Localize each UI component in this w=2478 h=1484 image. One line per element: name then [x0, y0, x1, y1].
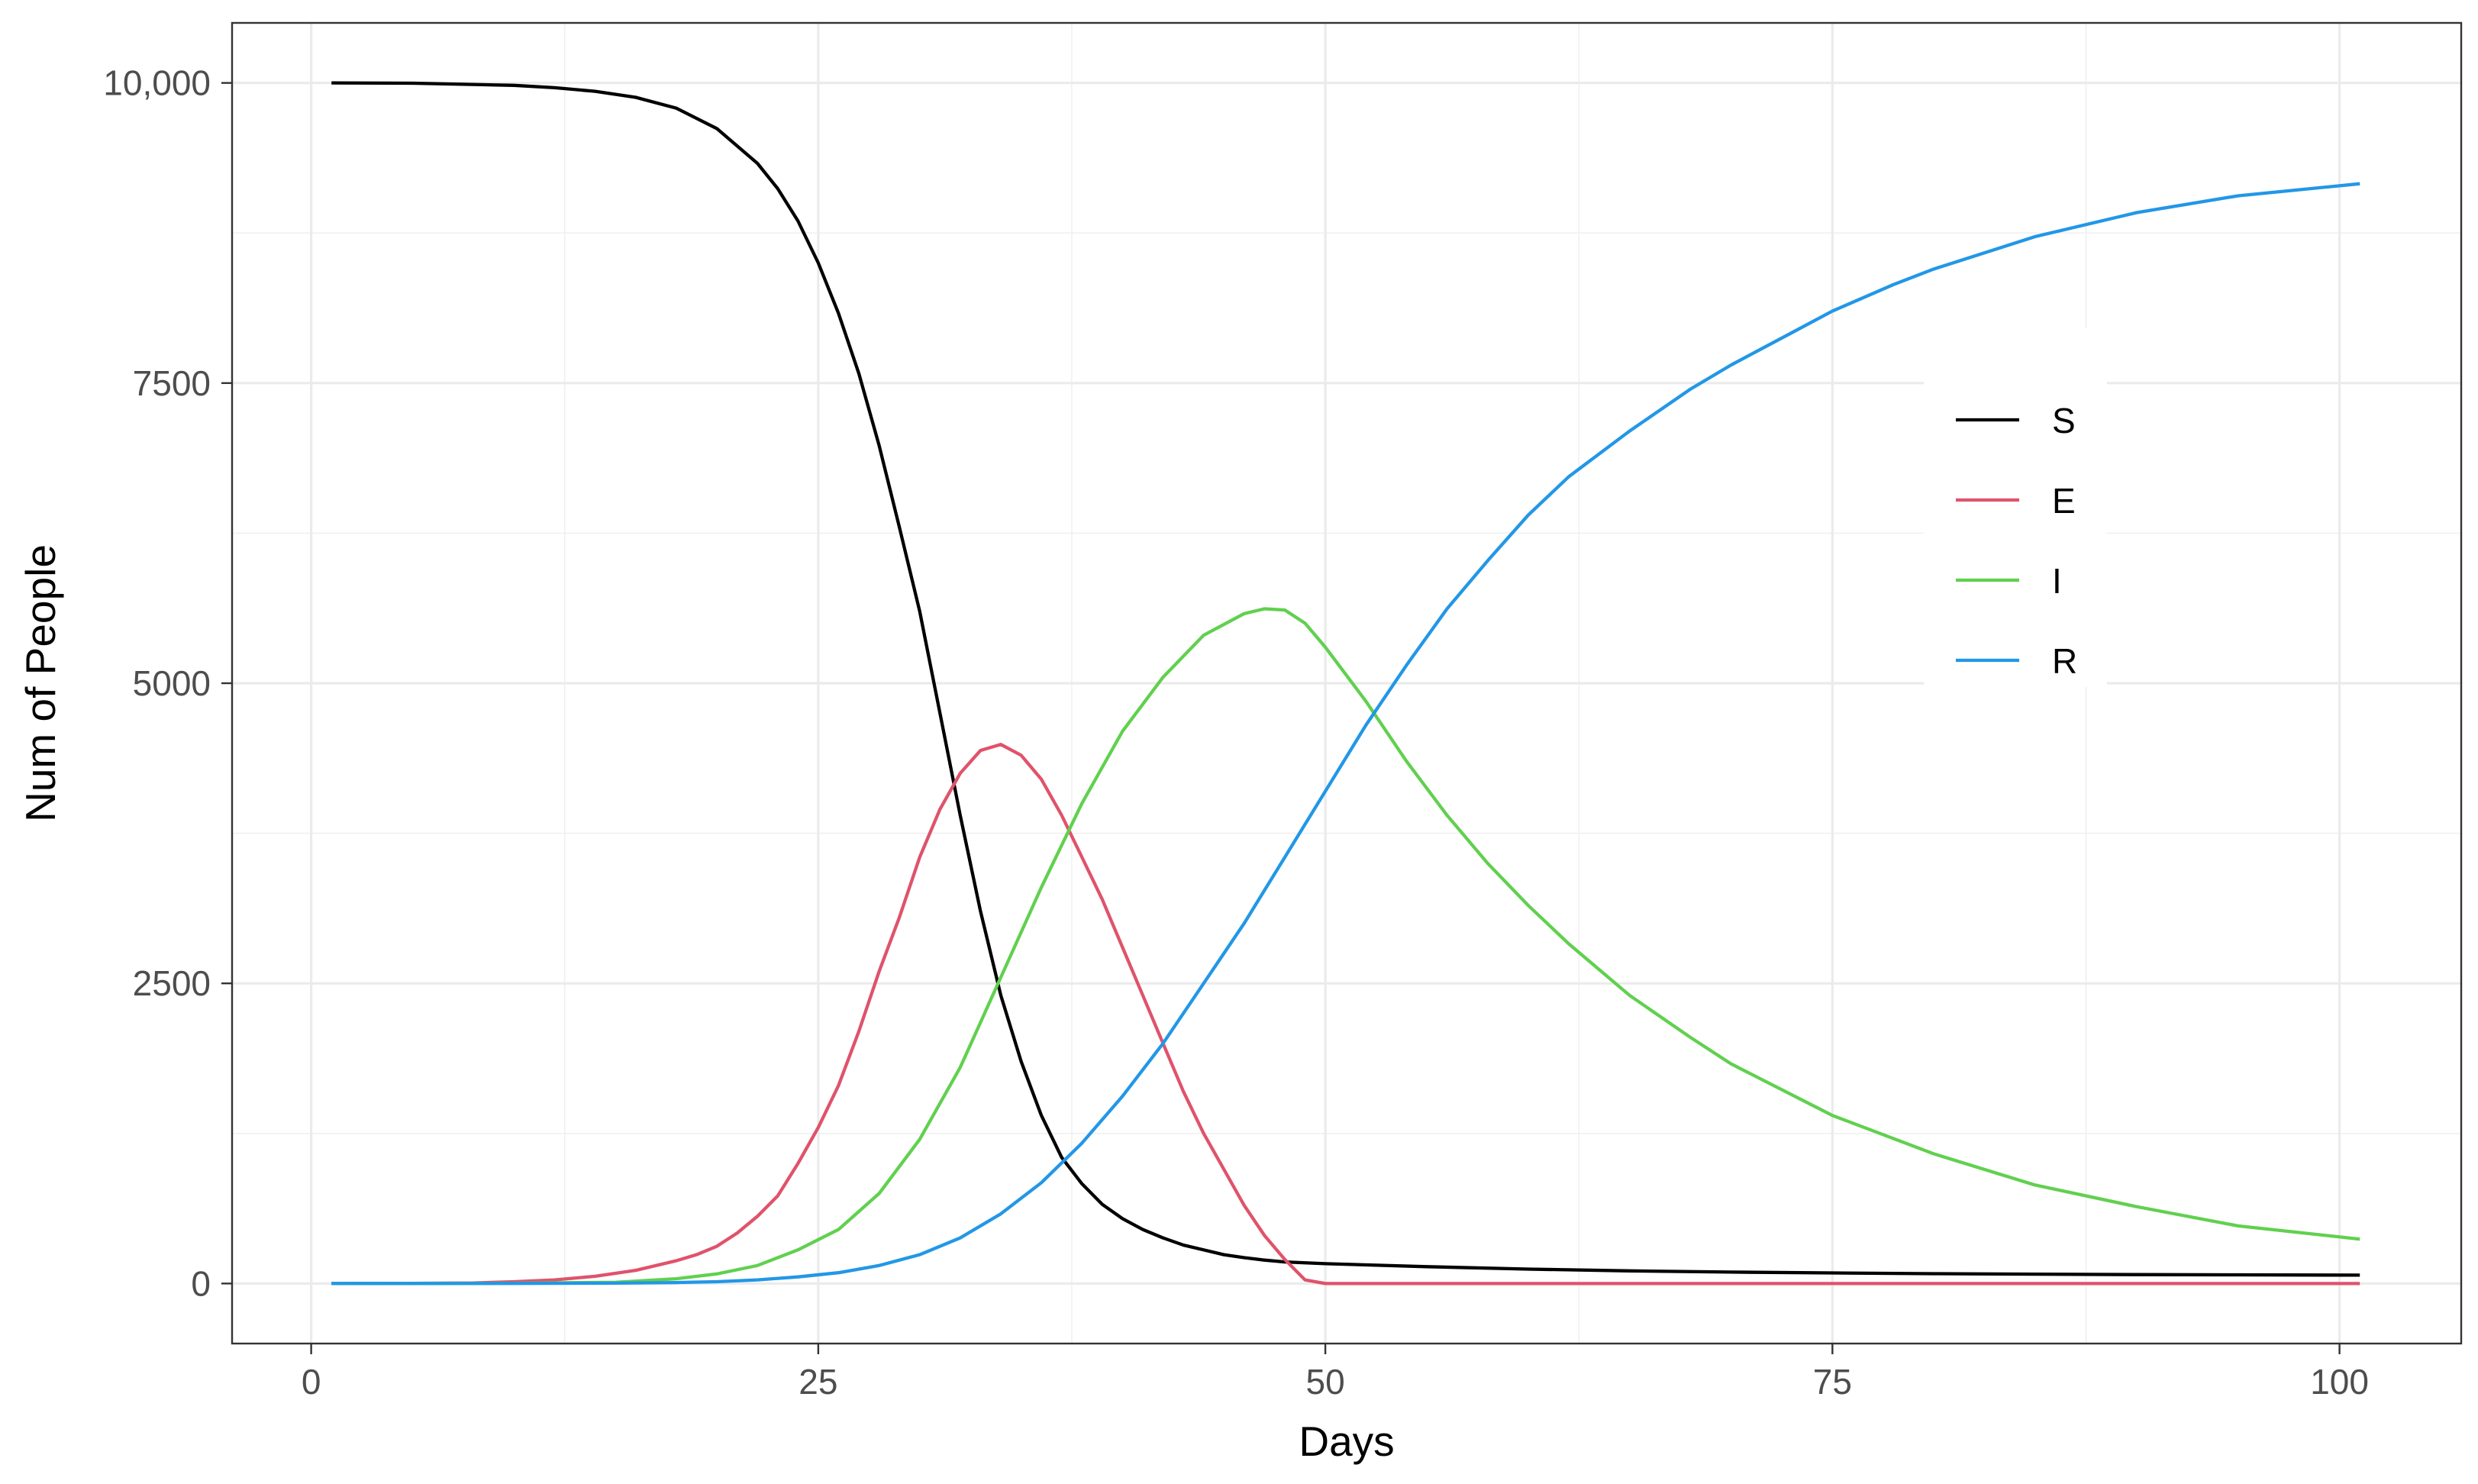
legend-label-r: R: [2052, 641, 2077, 681]
series-line-i: [331, 607, 2360, 1286]
y-tick-label: 0: [191, 1263, 211, 1303]
y-tick-label: 2500: [133, 963, 211, 1003]
y-tick-label: 10,000: [103, 63, 211, 103]
legend-label-i: I: [2052, 561, 2062, 601]
y-tick-label: 5000: [133, 663, 211, 703]
x-axis: 0 25 50 75 100: [302, 1344, 2369, 1402]
y-axis: 0 2500 5000 7500 10,000: [103, 63, 232, 1303]
series-line-r: [331, 182, 2360, 1286]
x-tick-label: 100: [2310, 1362, 2369, 1402]
legend-label-e: E: [2052, 481, 2076, 521]
x-tick-label: 50: [1306, 1362, 1345, 1402]
series-line-s: [331, 81, 2360, 1277]
y-axis-title: Num of People: [17, 544, 64, 822]
legend-label-s: S: [2052, 401, 2076, 440]
series-lines: [331, 81, 2360, 1286]
legend: S EIR: [1924, 328, 2107, 687]
series-line-e: [331, 743, 2360, 1286]
x-tick-label: 25: [799, 1362, 837, 1402]
legend-background: [1924, 328, 2107, 687]
x-tick-label: 75: [1813, 1362, 1852, 1402]
y-tick-label: 7500: [133, 363, 211, 403]
x-tick-label: 0: [302, 1362, 321, 1402]
x-axis-title: Days: [1299, 1418, 1394, 1465]
